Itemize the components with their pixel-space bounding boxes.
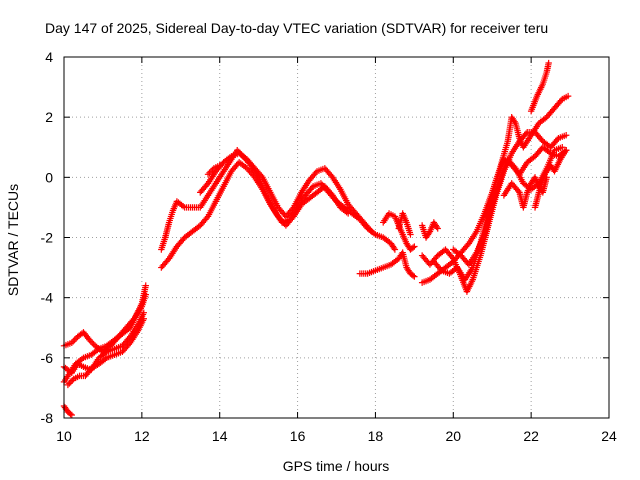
series-sat-e	[64, 315, 148, 389]
series-sat-q	[450, 144, 566, 268]
data-point	[70, 338, 77, 345]
data-point	[67, 378, 75, 386]
data-point	[140, 315, 148, 322]
data-point	[68, 339, 75, 346]
data-point	[425, 229, 433, 237]
data-point	[203, 214, 210, 222]
data-point	[142, 291, 149, 298]
data-point	[289, 205, 296, 213]
data-point	[559, 144, 566, 151]
data-point	[204, 171, 212, 178]
data-point	[89, 339, 96, 346]
series-sat-f	[158, 147, 399, 253]
data-point	[87, 338, 94, 345]
data-point	[545, 59, 552, 67]
series-sat-s	[527, 59, 552, 115]
x-tick-label: 10	[56, 428, 72, 444]
data-point	[258, 172, 265, 180]
data-point	[71, 336, 78, 343]
x-tick-label: 18	[368, 428, 384, 444]
series-sat-k	[380, 210, 418, 253]
x-tick-label: 24	[601, 428, 617, 444]
data-point	[69, 377, 76, 384]
series-sat-t	[531, 147, 570, 211]
data-point	[407, 231, 414, 238]
grid	[64, 57, 609, 418]
chart-title: Day 147 of 2025, Sidereal Day-to-day VTE…	[45, 20, 548, 36]
data-point	[511, 163, 518, 171]
data-point	[206, 169, 213, 177]
data-point	[522, 130, 530, 137]
x-tick-label: 22	[523, 428, 539, 444]
data-point	[411, 243, 418, 250]
series-sat-r	[500, 174, 550, 211]
data-point	[433, 223, 440, 231]
y-tick-label: 4	[45, 49, 53, 65]
y-tick-label: -2	[41, 230, 54, 246]
series-sat-d	[60, 402, 75, 419]
data-point	[564, 92, 572, 100]
x-tick-label: 20	[445, 428, 461, 444]
y-tick-label: -6	[41, 350, 54, 366]
data-point	[562, 132, 570, 139]
data-point	[209, 166, 216, 174]
data-point	[464, 241, 471, 249]
x-tick-label: 16	[290, 428, 306, 444]
data-point	[140, 309, 148, 316]
series-sat-i	[204, 162, 223, 178]
x-axis-label: GPS time / hours	[283, 458, 390, 474]
data-point	[434, 225, 441, 232]
data-point	[142, 282, 149, 289]
data-point	[312, 169, 319, 177]
data-point	[67, 410, 74, 418]
data-point	[367, 226, 374, 234]
data-point	[514, 187, 522, 195]
data-point	[308, 184, 316, 192]
y-tick-label: 0	[45, 169, 53, 185]
data-point	[164, 256, 172, 264]
data-point	[216, 162, 223, 169]
data-point	[409, 272, 417, 279]
data-point	[207, 168, 215, 175]
data-point	[125, 341, 133, 348]
data-point	[411, 273, 418, 280]
data-point	[68, 411, 75, 419]
data-point	[250, 172, 257, 180]
data-point	[328, 190, 335, 198]
series-sat-m	[418, 219, 441, 241]
data-point	[409, 244, 417, 251]
data-point	[289, 214, 296, 222]
data-point	[391, 246, 399, 253]
y-tick-label: -8	[41, 410, 54, 426]
series-sat-h	[197, 150, 375, 235]
series-sat-g	[158, 159, 352, 271]
data-point	[437, 265, 444, 273]
data-point	[557, 97, 565, 104]
data-point	[448, 253, 456, 261]
y-axis-label: SDTVAR / TECUs	[5, 184, 21, 296]
y-tick-label: 2	[45, 109, 53, 125]
data-point	[328, 172, 335, 180]
data-point	[511, 118, 518, 125]
x-tick-label: 14	[212, 428, 228, 444]
data-point	[368, 228, 375, 235]
data-point	[129, 317, 136, 324]
data-point	[86, 336, 93, 343]
data-point	[562, 147, 570, 154]
y-tick-label: -4	[41, 290, 54, 306]
data-point	[66, 380, 73, 387]
data-point	[64, 381, 72, 389]
x-tick-label: 12	[134, 428, 150, 444]
data-point	[553, 136, 561, 143]
series-sat-l	[395, 210, 414, 238]
data-point	[344, 210, 352, 217]
data-points	[60, 59, 572, 419]
series-sat-j	[356, 249, 418, 280]
data-point	[390, 244, 398, 252]
data-point	[203, 181, 210, 189]
